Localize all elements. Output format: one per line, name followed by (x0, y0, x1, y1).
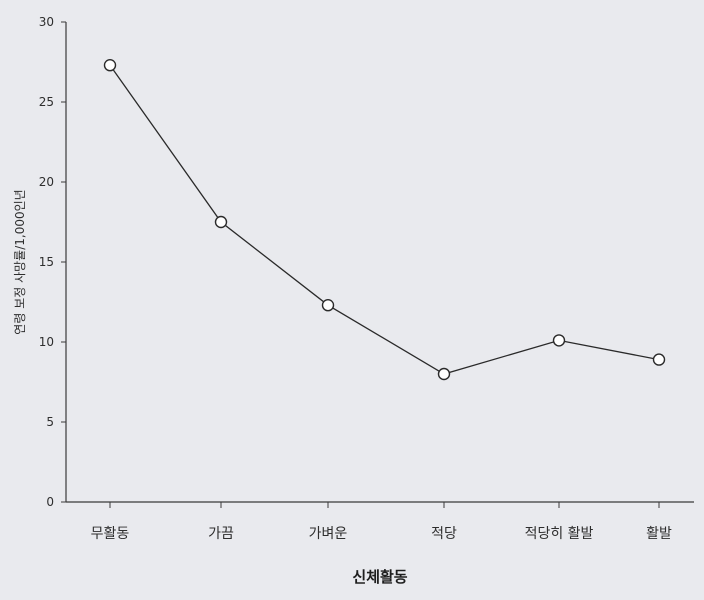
y-tick-label: 0 (46, 495, 54, 509)
y-tick-label: 20 (39, 175, 54, 189)
data-point (321, 299, 335, 312)
y-tick-label: 25 (39, 95, 54, 109)
data-point (214, 215, 228, 229)
data-point (552, 334, 566, 347)
data-point (437, 367, 451, 381)
series (103, 58, 666, 381)
x-tick-label: 활발 (646, 526, 672, 542)
y-tick-label: 15 (39, 255, 54, 269)
y-tick-label: 5 (46, 415, 54, 429)
x-tick-label: 적당히 활발 (525, 526, 594, 542)
y-axis: 0 5 10 15 20 25 30 (39, 15, 67, 509)
data-point (652, 353, 666, 366)
y-axis-label: 연령 보정 사망률/1,000인년 (13, 189, 27, 334)
y-tick-label: 10 (39, 335, 54, 349)
data-point (103, 58, 117, 72)
y-tick-label: 30 (39, 15, 54, 29)
x-tick-label: 적당 (431, 526, 457, 542)
x-tick-label: 가끔 (208, 526, 234, 542)
x-axis-label: 신체활동 (352, 568, 407, 586)
series-line (109, 64, 660, 375)
x-axis: 무활동 가끔 가벼운 적당 적당히 활발 활발 (66, 501, 694, 542)
x-tick-label: 가벼운 (309, 526, 348, 542)
x-tick-label: 무활동 (91, 526, 130, 542)
